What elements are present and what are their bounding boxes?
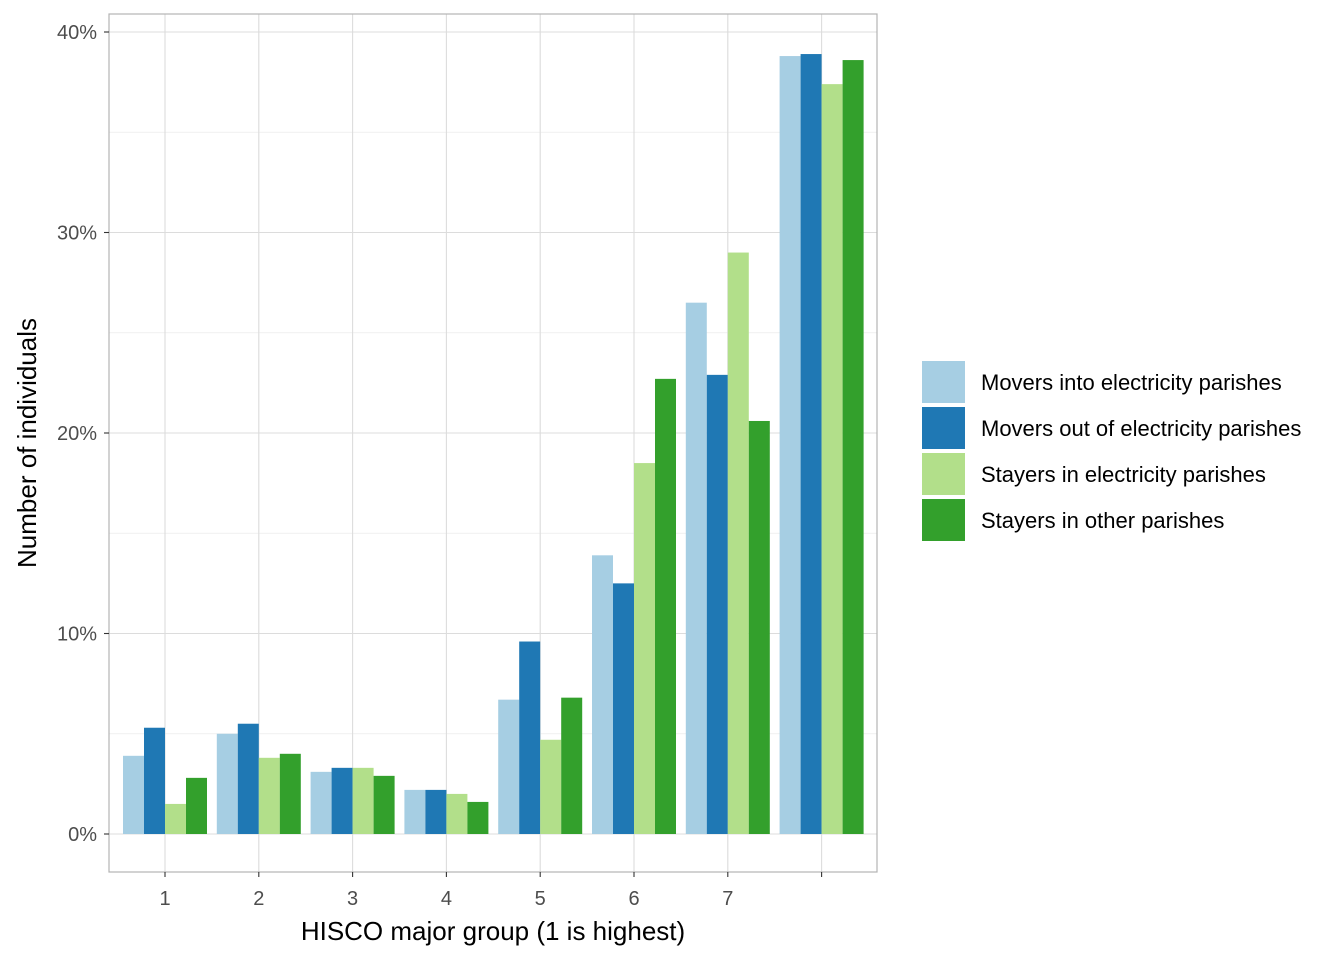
bar <box>373 775 395 834</box>
x-axis: 1 2 3 4 5 6 7 <box>159 872 823 910</box>
bar <box>748 420 770 834</box>
y-axis-title: Number of individuals <box>12 318 42 568</box>
bars-layer <box>123 54 864 835</box>
legend-label: Stayers in electricity parishes <box>981 462 1266 487</box>
x-tick-label: 7 <box>722 888 733 910</box>
bar <box>331 767 353 834</box>
bar <box>821 84 843 834</box>
bar <box>727 252 749 835</box>
bar <box>258 757 280 834</box>
bar <box>352 767 374 834</box>
bar <box>498 699 520 834</box>
bar <box>310 771 332 834</box>
bar <box>165 803 186 834</box>
x-tick-label: 6 <box>628 888 639 910</box>
x-tick-label: 4 <box>441 888 452 910</box>
bar <box>779 56 801 835</box>
legend-label: Movers out of electricity parishes <box>981 416 1301 441</box>
bar <box>613 583 634 834</box>
panel-border <box>108 13 878 873</box>
bar <box>467 801 489 834</box>
bar <box>519 641 541 834</box>
x-tick-label: 1 <box>159 888 170 910</box>
bar <box>144 727 165 834</box>
x-tick-label: 2 <box>253 888 264 910</box>
bar <box>540 739 562 834</box>
bar <box>123 755 144 834</box>
bar <box>685 302 707 834</box>
y-tick-label: 0% <box>68 824 97 846</box>
y-tick-label: 40% <box>57 22 97 44</box>
legend-key <box>922 407 965 449</box>
legend-label: Stayers in other parishes <box>981 508 1224 533</box>
bar <box>216 733 238 834</box>
bar <box>186 777 207 834</box>
bar <box>842 60 864 834</box>
legend-key <box>922 453 965 495</box>
bar <box>800 54 822 835</box>
bar <box>237 723 259 834</box>
bar <box>655 378 676 834</box>
x-tick-label: 5 <box>535 888 546 910</box>
x-axis-title: HISCO major group (1 is highest) <box>301 916 685 946</box>
bar <box>592 555 613 834</box>
y-tick-label: 20% <box>57 423 97 445</box>
legend-key <box>922 361 965 403</box>
y-tick-label: 10% <box>57 624 97 646</box>
y-tick-label: 30% <box>57 223 97 245</box>
legend: Movers into electricity parishes Movers o… <box>922 361 1301 541</box>
bar <box>446 793 468 834</box>
x-tick-label: 3 <box>347 888 358 910</box>
bar <box>279 753 301 834</box>
bar <box>425 789 447 834</box>
bar <box>706 374 728 834</box>
bar <box>561 697 583 834</box>
legend-label: Movers into electricity parishes <box>981 370 1282 395</box>
legend-key <box>922 499 965 541</box>
y-axis: 0% 10% 20% 30% 40% <box>57 22 109 846</box>
bar <box>404 789 426 834</box>
bar <box>634 463 655 834</box>
